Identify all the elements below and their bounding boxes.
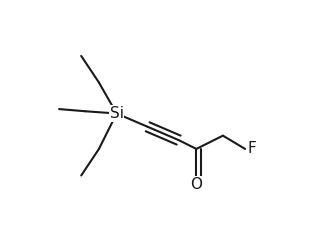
- Text: O: O: [190, 177, 203, 192]
- Text: F: F: [247, 141, 256, 156]
- Text: Si: Si: [110, 106, 124, 121]
